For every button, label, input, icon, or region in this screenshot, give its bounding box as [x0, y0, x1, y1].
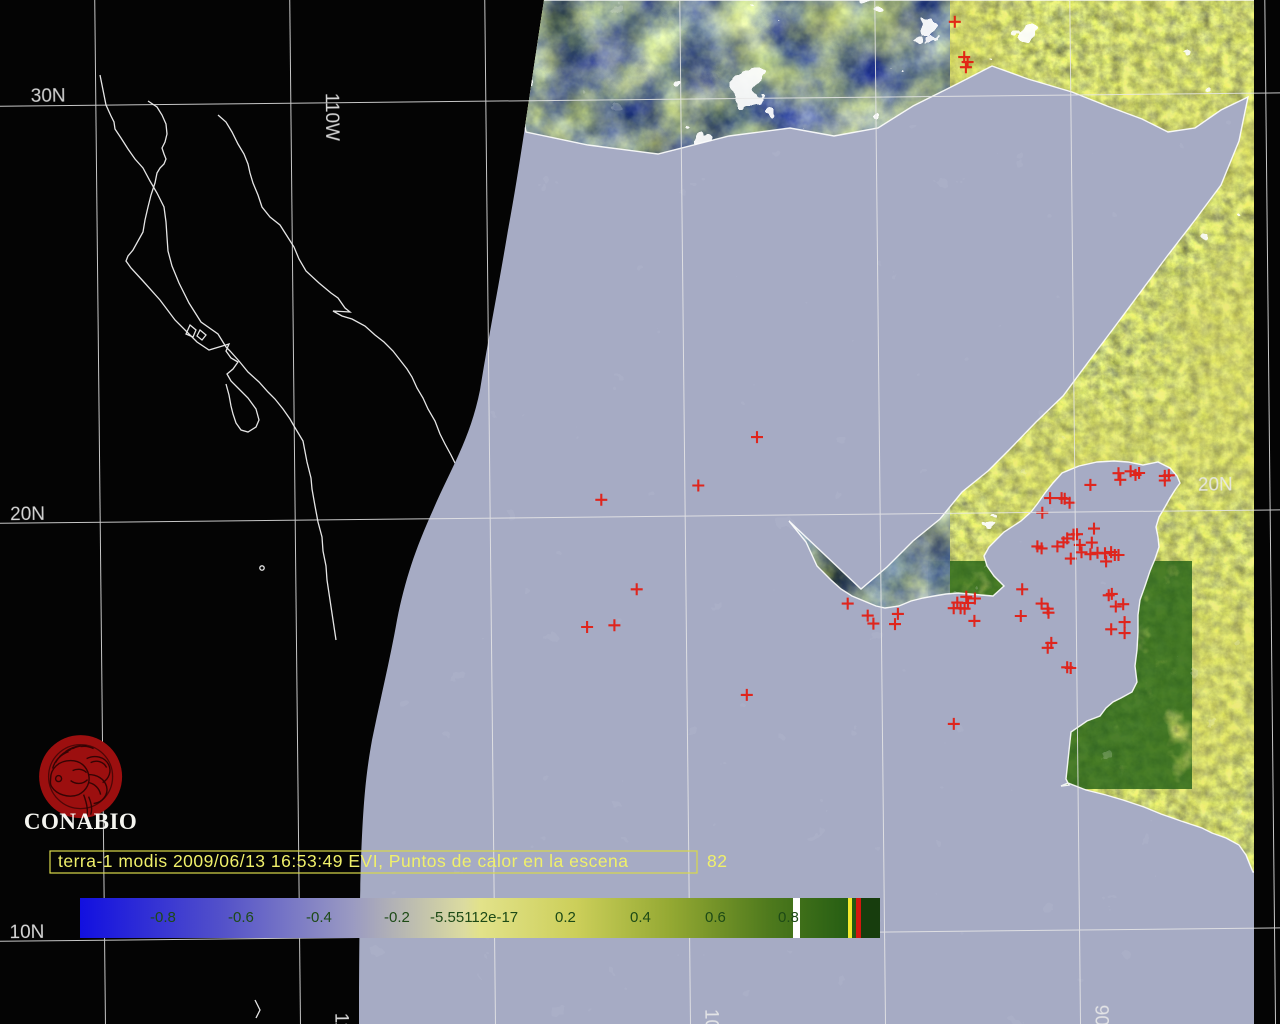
- svg-text:0.2: 0.2: [555, 909, 576, 926]
- svg-text:-0.6: -0.6: [228, 909, 254, 926]
- svg-text:82: 82: [707, 851, 727, 871]
- svg-text:90W: 90W: [1090, 1005, 1111, 1024]
- svg-text:110W: 110W: [330, 1013, 352, 1024]
- svg-text:0.6: 0.6: [705, 909, 726, 926]
- svg-text:0.8: 0.8: [778, 909, 799, 926]
- svg-text:20N: 20N: [1198, 474, 1233, 495]
- svg-text:10N: 10N: [9, 922, 44, 943]
- svg-text:20N: 20N: [10, 504, 45, 525]
- svg-text:-0.2: -0.2: [384, 909, 410, 926]
- svg-text:110W: 110W: [321, 93, 343, 142]
- svg-text:-0.4: -0.4: [306, 909, 332, 926]
- svg-text:-5.55112e-17: -5.55112e-17: [430, 909, 518, 926]
- svg-text:100W: 100W: [700, 1009, 722, 1024]
- svg-text:CONABIO: CONABIO: [24, 809, 137, 834]
- svg-text:terra-1 modis 2009/06/13 16:53: terra-1 modis 2009/06/13 16:53:49 EVI, P…: [58, 851, 629, 871]
- svg-text:0.4: 0.4: [630, 909, 651, 926]
- svg-text:30N: 30N: [31, 86, 66, 107]
- svg-text:-0.8: -0.8: [150, 909, 176, 926]
